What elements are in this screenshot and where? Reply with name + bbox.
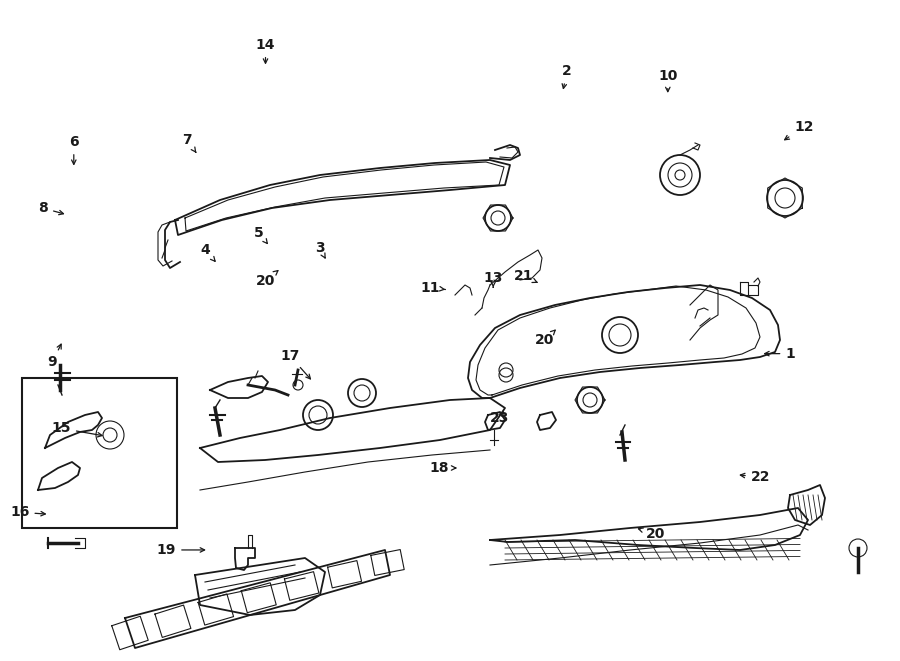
Text: 8: 8: [39, 201, 64, 215]
Text: 17: 17: [280, 348, 310, 379]
Text: 20: 20: [638, 527, 665, 541]
Text: 22: 22: [741, 470, 770, 485]
Text: 3: 3: [315, 241, 325, 258]
Text: 1: 1: [765, 346, 795, 361]
Text: 15: 15: [51, 421, 102, 437]
Text: 21: 21: [514, 269, 537, 284]
Text: 12: 12: [785, 120, 814, 139]
Text: 13: 13: [483, 270, 503, 288]
Text: 11: 11: [420, 280, 446, 295]
Text: 10: 10: [658, 69, 678, 92]
Text: 20: 20: [535, 330, 555, 348]
Text: 5: 5: [255, 226, 267, 243]
Bar: [22, 378, 177, 528]
Text: 7: 7: [183, 133, 196, 152]
Text: 9: 9: [48, 344, 61, 369]
Text: 20: 20: [256, 270, 278, 288]
Text: 16: 16: [10, 505, 45, 520]
Text: 18: 18: [429, 461, 455, 475]
Text: 14: 14: [256, 38, 275, 63]
Text: 4: 4: [201, 243, 215, 261]
Text: 6: 6: [69, 135, 78, 165]
Text: 2: 2: [562, 64, 572, 89]
Text: 23: 23: [490, 410, 509, 425]
Text: 19: 19: [157, 543, 204, 557]
